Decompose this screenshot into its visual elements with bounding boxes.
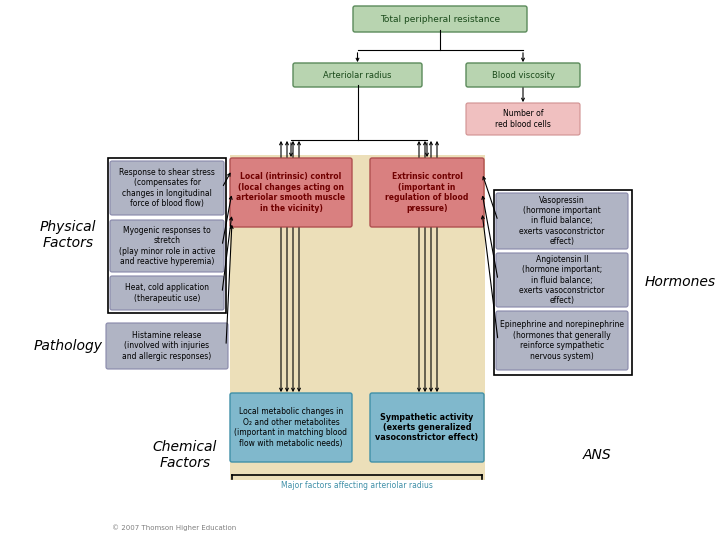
Bar: [494, 190, 632, 375]
FancyBboxPatch shape: [110, 220, 224, 272]
Bar: [230, 155, 485, 480]
Text: Response to shear stress
(compensates for
changes in longitudinal
force of blood: Response to shear stress (compensates fo…: [119, 168, 215, 208]
Bar: [108, 158, 226, 313]
FancyBboxPatch shape: [230, 393, 352, 462]
Text: Heat, cold application
(therapeutic use): Heat, cold application (therapeutic use): [125, 284, 209, 303]
Text: Blood viscosity: Blood viscosity: [492, 71, 554, 79]
Text: Arteriolar radius: Arteriolar radius: [323, 71, 392, 79]
Text: Chemical
Factors: Chemical Factors: [153, 440, 217, 470]
FancyBboxPatch shape: [466, 63, 580, 87]
Text: Sympathetic activity
(exerts generalized
vasoconstrictor effect): Sympathetic activity (exerts generalized…: [375, 413, 479, 442]
FancyBboxPatch shape: [293, 63, 422, 87]
FancyBboxPatch shape: [353, 6, 527, 32]
FancyBboxPatch shape: [496, 311, 628, 370]
Text: Angiotensin II
(hormone important;
in fluid balance;
exerts vasoconstrictor
effe: Angiotensin II (hormone important; in fl…: [519, 255, 605, 305]
Text: ANS: ANS: [582, 448, 611, 462]
Text: Histamine release
(involved with injuries
and allergic responses): Histamine release (involved with injurie…: [122, 331, 212, 361]
FancyBboxPatch shape: [110, 276, 224, 310]
FancyBboxPatch shape: [370, 393, 484, 462]
Text: Extrinsic control
(important in
regulation of blood
pressure): Extrinsic control (important in regulati…: [385, 172, 469, 213]
Text: Local (intrinsic) control
(local changes acting on
arteriolar smooth muscle
in t: Local (intrinsic) control (local changes…: [236, 172, 346, 213]
Text: Local metabolic changes in
O₂ and other metabolites
(important in matching blood: Local metabolic changes in O₂ and other …: [235, 407, 348, 448]
Text: Major factors affecting arteriolar radius: Major factors affecting arteriolar radiu…: [281, 481, 433, 490]
Text: Epinephrine and norepinephrine
(hormones that generally
reinforce sympathetic
ne: Epinephrine and norepinephrine (hormones…: [500, 320, 624, 361]
FancyBboxPatch shape: [110, 161, 224, 215]
FancyBboxPatch shape: [106, 323, 228, 369]
Text: Vasopressin
(hormone important
in fluid balance;
exerts vasoconstrictor
effect): Vasopressin (hormone important in fluid …: [519, 195, 605, 246]
Text: Total peripheral resistance: Total peripheral resistance: [380, 15, 500, 24]
Text: Number of
red blood cells: Number of red blood cells: [495, 109, 551, 129]
Text: Physical
Factors: Physical Factors: [40, 220, 96, 250]
Text: Hormones: Hormones: [644, 275, 716, 289]
FancyBboxPatch shape: [466, 103, 580, 135]
Text: Myogenic responses to
stretch
(play minor role in active
and reactive hyperemia): Myogenic responses to stretch (play mino…: [119, 226, 215, 266]
FancyBboxPatch shape: [370, 158, 484, 227]
FancyBboxPatch shape: [230, 158, 352, 227]
FancyBboxPatch shape: [496, 253, 628, 307]
Text: © 2007 Thomson Higher Education: © 2007 Thomson Higher Education: [112, 525, 236, 531]
Text: Pathology: Pathology: [34, 339, 102, 353]
FancyBboxPatch shape: [496, 193, 628, 249]
